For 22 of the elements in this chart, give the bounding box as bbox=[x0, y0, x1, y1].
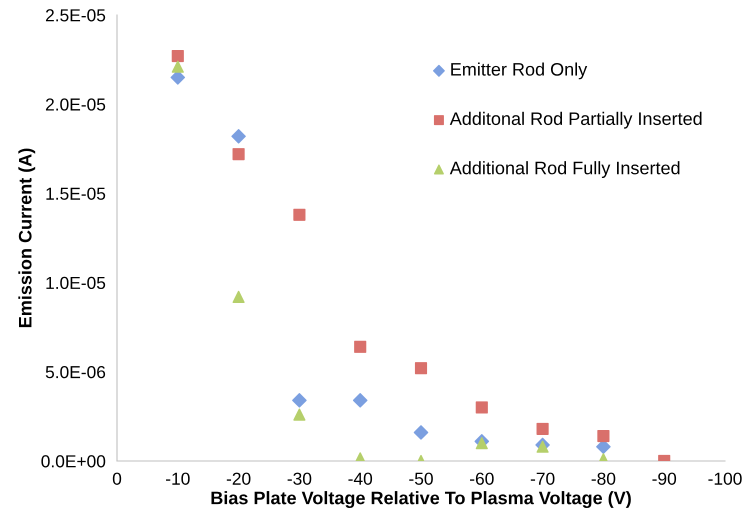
x-tick-label: -50 bbox=[409, 472, 433, 485]
y-tick-label: 5.0E-06 bbox=[46, 366, 106, 378]
y-axis-title: Emission Current (A) bbox=[18, 148, 36, 328]
y-tick-label: 0.0E+00 bbox=[41, 455, 106, 468]
x-axis-title: Bias Plate Voltage Relative To Plasma Voltage (V) bbox=[211, 491, 631, 508]
legend-label: Emitter Rod Only bbox=[451, 62, 588, 80]
x-tick-label: -20 bbox=[226, 472, 250, 485]
x-tick-label: -70 bbox=[530, 472, 554, 485]
x-tick-label: -10 bbox=[166, 472, 190, 485]
x-tick-label: -30 bbox=[288, 472, 312, 485]
y-tick-label: 2.5E-05 bbox=[46, 9, 106, 22]
legend-label: Additional Rod Fully Inserted bbox=[450, 161, 680, 178]
x-tick-label: -90 bbox=[652, 472, 676, 485]
x-tick-label: -100 bbox=[708, 472, 742, 485]
x-tick-label: -40 bbox=[348, 472, 372, 485]
x-tick-label: -80 bbox=[592, 472, 616, 485]
legend-label: Additonal Rod Partially Inserted bbox=[450, 112, 702, 129]
x-tick-label: -60 bbox=[470, 472, 494, 485]
y-tick-label: 1.5E-05 bbox=[46, 188, 106, 200]
y-tick-label: 1.0E-05 bbox=[46, 276, 106, 290]
x-tick-label: 0 bbox=[112, 472, 122, 485]
y-tick-label: 2.0E-05 bbox=[46, 98, 106, 111]
